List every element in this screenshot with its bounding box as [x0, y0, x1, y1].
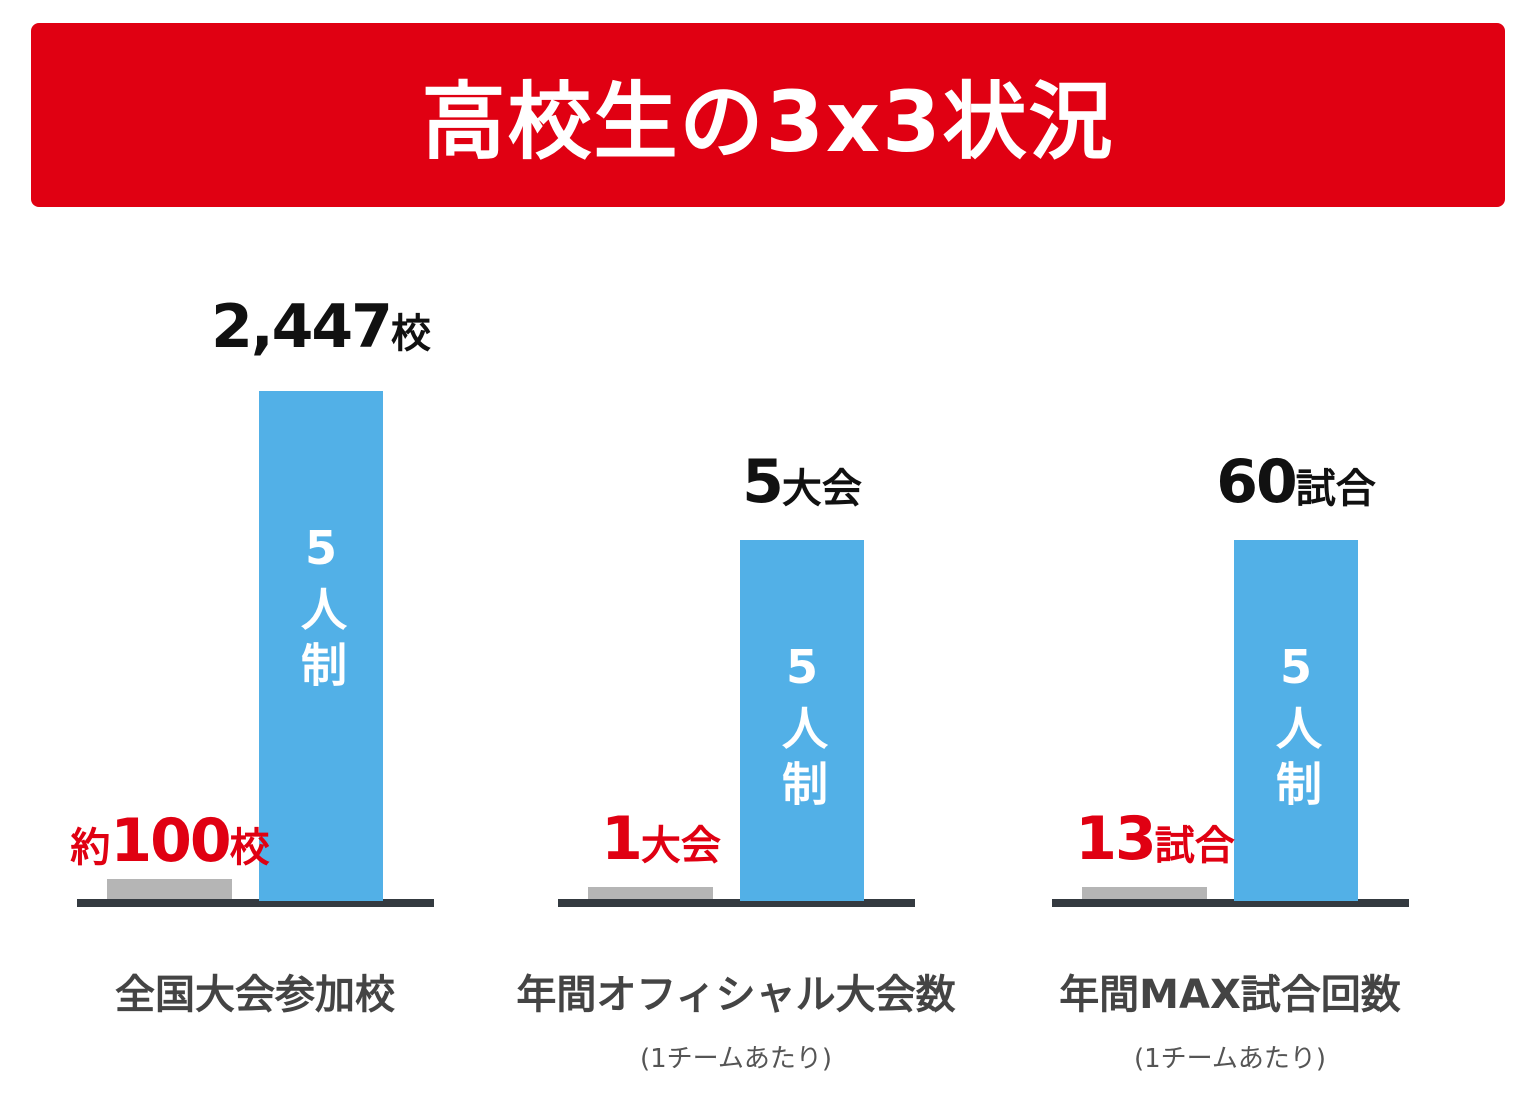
unit: 大会: [781, 466, 862, 512]
baseline: [558, 899, 915, 907]
bar-label: 5人制: [1269, 640, 1323, 816]
number: 60: [1216, 447, 1297, 517]
number: 1: [601, 804, 643, 874]
value-3x3: 13試合: [1005, 804, 1305, 874]
category-label: 全国大会参加校: [115, 972, 395, 1018]
prefix: 約: [70, 825, 111, 871]
baseline: [1052, 899, 1409, 907]
unit: 試合: [1154, 823, 1235, 869]
bar-label: 5人制: [294, 521, 348, 697]
number: 2,447: [211, 292, 393, 362]
bar-3x3: [107, 879, 232, 899]
number: 5: [742, 447, 784, 517]
number: 13: [1075, 804, 1156, 874]
title: 高校生の3x3状況: [421, 72, 1115, 171]
bar-label: 5人制: [775, 640, 829, 816]
value-3x3: 1大会: [511, 804, 811, 874]
unit: 大会: [640, 823, 721, 869]
value-5x5: 60試合: [1146, 447, 1446, 517]
value-5x5: 2,447校: [171, 292, 471, 362]
bar-3x3: [1082, 887, 1207, 899]
unit: 校: [390, 311, 431, 357]
baseline: [77, 899, 434, 907]
bar-5x5: 5人制: [1234, 540, 1358, 901]
bar-5x5: 5人制: [740, 540, 864, 901]
unit: 校: [229, 825, 270, 871]
category-label: 年間MAX試合回数: [1059, 972, 1401, 1018]
header: 高校生の3x3状況: [31, 23, 1505, 207]
unit: 試合: [1295, 466, 1376, 512]
bar-5x5: 5人制: [259, 391, 383, 901]
number: 100: [110, 806, 231, 876]
value-5x5: 5大会: [652, 447, 952, 517]
note: (1チームあたり): [1133, 1044, 1327, 1074]
category-label: 年間オフィシャル大会数: [516, 972, 956, 1018]
value-3x3: 約100校: [20, 806, 320, 876]
note: (1チームあたり): [639, 1044, 833, 1074]
bar-3x3: [588, 887, 713, 899]
